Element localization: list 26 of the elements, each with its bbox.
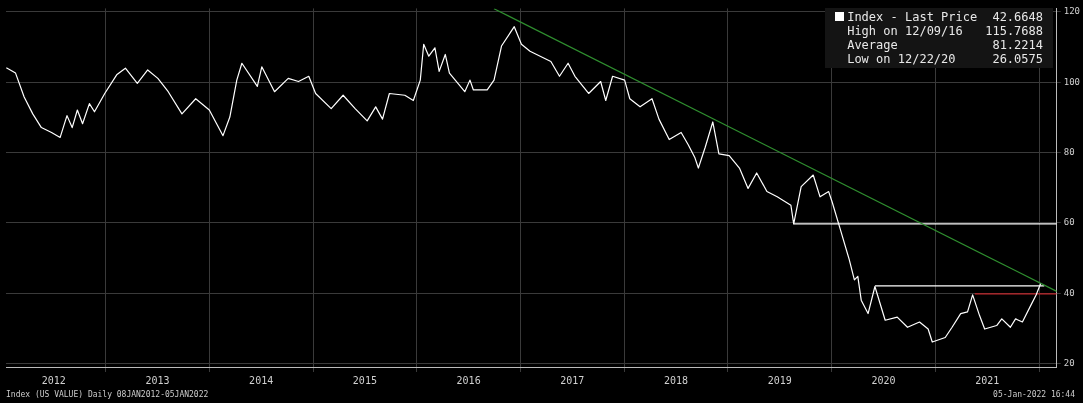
x-tick-label: 2021 bbox=[975, 374, 1000, 386]
text: 05-Jan-2022 16:44 bbox=[993, 390, 1075, 399]
x-tick-label: 2013 bbox=[145, 374, 170, 386]
y-tick-label: 60 bbox=[1063, 217, 1075, 228]
y-tick-label: 20 bbox=[1063, 357, 1075, 368]
annotation: Average bbox=[846, 38, 899, 52]
x-tick-label: 2012 bbox=[41, 374, 66, 386]
legend-label: Index - Last Price bbox=[846, 10, 979, 24]
text: Index (US VALUE) Daily 08JAN2012-05JAN2022 bbox=[6, 390, 209, 399]
x-tick-label: 2019 bbox=[767, 374, 792, 386]
y-tick-label: 40 bbox=[1063, 287, 1075, 298]
y-tick-label: 80 bbox=[1063, 146, 1075, 157]
x-tick-label: 2016 bbox=[456, 374, 481, 386]
x-tick-label: 2018 bbox=[664, 374, 689, 386]
x-tick-label: 2015 bbox=[352, 374, 377, 386]
annotation: 26.0575 bbox=[991, 52, 1044, 66]
x-tick-label: 2017 bbox=[560, 374, 585, 386]
y-tick-label: 100 bbox=[1063, 76, 1081, 87]
x-tick-label: 2014 bbox=[249, 374, 274, 386]
annotation: Low on 12/22/20 bbox=[846, 52, 957, 66]
x-tick-label: 2020 bbox=[871, 374, 896, 386]
annotation: High on 12/09/16 bbox=[846, 24, 964, 38]
annotation: 42.6648 bbox=[991, 10, 1044, 24]
annotation: 115.7688 bbox=[984, 24, 1044, 38]
y-tick-label: 120 bbox=[1063, 6, 1081, 17]
annotation: 81.2214 bbox=[991, 38, 1044, 52]
